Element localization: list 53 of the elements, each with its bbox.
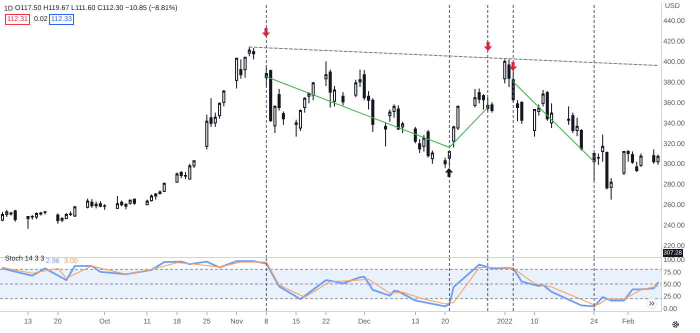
candlestick [162,182,166,192]
candlestick [652,148,656,164]
candlestick [26,216,30,230]
candlestick [520,100,524,124]
candlestick [132,198,136,206]
candlestick [444,157,447,168]
candlestick [282,111,285,126]
candlestick [60,216,64,223]
candlestick [341,92,345,106]
candlestick [73,206,76,218]
candlestick [64,212,68,220]
candlestick [69,210,72,217]
candlestick [39,211,42,216]
candlestick [98,200,102,208]
candlestick [44,210,47,215]
candlestick [116,196,119,210]
candlestick [630,150,634,164]
candlestick [244,56,247,78]
candlestick [34,212,38,220]
candlestick [14,209,17,222]
candlestick [414,126,417,144]
candlestick [94,201,98,209]
candlestick [639,153,642,168]
candlestick [303,96,306,114]
candlestick [128,199,132,206]
candlestick [5,209,8,218]
candlestick [396,104,400,130]
candlestick [384,122,388,147]
candlestick [507,58,511,88]
candlestick [516,100,520,122]
candlestick [622,150,626,176]
candlestick [56,212,60,224]
candlestick [312,81,315,101]
candlestick [635,161,638,172]
candlestick [218,102,222,120]
candlestick [490,102,494,114]
candlestick [248,46,251,57]
candlestick [120,200,124,207]
candlestick [154,192,158,200]
candlestick [175,172,179,183]
candlestick [503,58,506,84]
candlestick [601,134,604,162]
candlestick [418,138,422,154]
candlestick [86,198,90,209]
candlestick [252,48,256,60]
candlestick [103,204,106,210]
candlestick [188,163,192,180]
candlestick [222,90,226,107]
candlestick [180,170,183,179]
candlestick [90,198,94,208]
candlestick [235,58,238,90]
candlestick [354,79,358,98]
candlestick [124,202,128,210]
